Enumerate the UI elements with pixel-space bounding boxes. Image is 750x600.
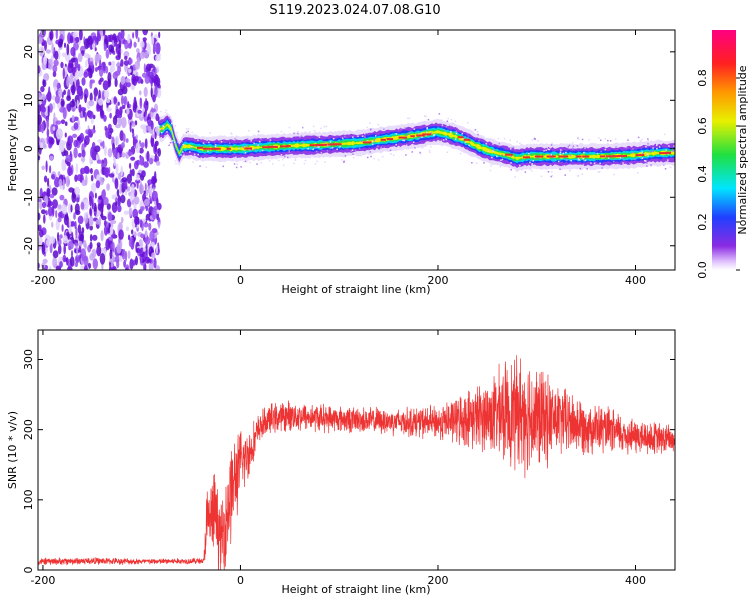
snr-xtick-label: 400 bbox=[625, 574, 646, 587]
spectrogram-xtick-label: -200 bbox=[30, 274, 55, 287]
spectrogram-ylabel: Frequency (Hz) bbox=[6, 109, 19, 192]
spectrogram-frame bbox=[37, 29, 676, 271]
spectrogram-xtick-label: 0 bbox=[237, 274, 244, 287]
spectrogram-panel: -200 0 200 400 -20 -10 0 10 20 Height of straigh… bbox=[6, 29, 676, 296]
snr-ytick-label: 200 bbox=[22, 419, 35, 440]
snr-xtick-label: 0 bbox=[237, 574, 244, 587]
colorbar-tick-label: 0.2 bbox=[696, 213, 709, 231]
snr-plot-area bbox=[38, 355, 675, 570]
colorbar: 0.0 0.2 0.4 0.6 0.8 Normalized spectral ampl… bbox=[696, 30, 749, 279]
spectrogram-ytick-label: 10 bbox=[22, 93, 35, 107]
spectrogram-ytick-label: -20 bbox=[22, 237, 35, 255]
colorbar-tick-label: 0.0 bbox=[696, 261, 709, 279]
spectrogram-ticks: -200 0 200 400 -20 -10 0 10 20 bbox=[22, 30, 675, 287]
spectrogram-ytick-label: 0 bbox=[22, 145, 35, 152]
snr-xtick-label: 200 bbox=[427, 574, 448, 587]
track-halo bbox=[160, 109, 675, 178]
colorbar-gradient bbox=[712, 30, 736, 270]
snr-ytick-label: 100 bbox=[22, 489, 35, 510]
snr-xtick-label: -200 bbox=[30, 574, 55, 587]
colorbar-tick-label: 0.8 bbox=[696, 69, 709, 87]
track-band-4 bbox=[159, 121, 675, 162]
snr-ytick-label: 0 bbox=[22, 567, 35, 574]
colorbar-ticks: 0.0 0.2 0.4 0.6 0.8 bbox=[696, 69, 740, 279]
noise-speckle bbox=[38, 30, 162, 270]
colorbar-tick-label: 0.4 bbox=[696, 165, 709, 183]
colorbar-label: Normalized spectral amplitude bbox=[736, 65, 749, 234]
snr-series-line bbox=[38, 355, 675, 570]
spectrogram-plot-area bbox=[38, 30, 675, 270]
snr-frame bbox=[37, 329, 676, 571]
spectrogram-ytick-label: -10 bbox=[22, 188, 35, 206]
snr-ytick-label: 300 bbox=[22, 349, 35, 370]
colorbar-tick-label: 0.6 bbox=[696, 117, 709, 135]
spectrogram-xlabel: Height of straight line (km) bbox=[281, 283, 430, 296]
track-band-3 bbox=[159, 119, 675, 163]
track-core bbox=[197, 133, 671, 159]
spectrogram-xtick-label: 400 bbox=[625, 274, 646, 287]
snr-ylabel: SNR (10 * v/v) bbox=[6, 411, 19, 489]
peak-frequency-track bbox=[159, 112, 675, 172]
figure-title: S119.2023.024.07.08.G10 bbox=[269, 3, 440, 18]
spectrogram-ytick-label: 20 bbox=[22, 45, 35, 59]
snr-xlabel: Height of straight line (km) bbox=[281, 583, 430, 596]
spectrogram-xtick-label: 200 bbox=[427, 274, 448, 287]
